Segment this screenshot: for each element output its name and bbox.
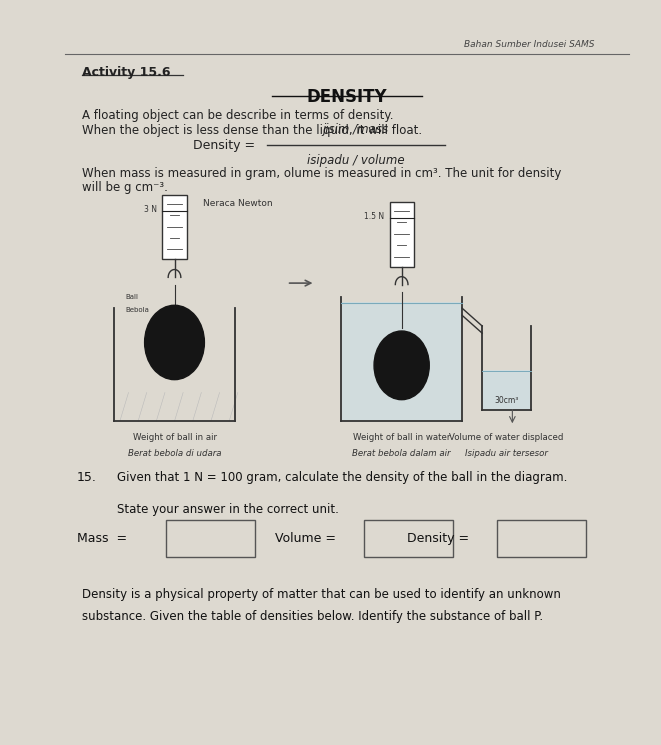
Text: 1.5 N: 1.5 N [364, 212, 384, 221]
Text: 30cm³: 30cm³ [494, 396, 519, 405]
Text: Ball: Ball [126, 294, 139, 299]
Text: will be g cm⁻³.: will be g cm⁻³. [83, 181, 169, 194]
Text: Volume =: Volume = [275, 532, 336, 545]
Text: jisim /mass: jisim /mass [323, 124, 389, 136]
Text: Bebola: Bebola [126, 307, 149, 313]
Text: Density is a physical property of matter that can be used to identify an unknown: Density is a physical property of matter… [83, 589, 561, 601]
Text: Volume of water displaced: Volume of water displaced [449, 434, 564, 443]
Text: Activity 15.6: Activity 15.6 [83, 66, 171, 80]
Text: When the object is less dense than the liquid, it will float.: When the object is less dense than the l… [83, 124, 422, 137]
Circle shape [145, 305, 204, 380]
Text: Given that 1 N = 100 gram, calculate the density of the ball in the diagram.: Given that 1 N = 100 gram, calculate the… [117, 471, 567, 484]
Circle shape [374, 331, 429, 399]
Text: Weight of ball in air: Weight of ball in air [132, 434, 217, 443]
Bar [389, 203, 414, 267]
Text: Berat bebola di udara: Berat bebola di udara [128, 449, 221, 458]
Text: State your answer in the correct unit.: State your answer in the correct unit. [117, 503, 339, 516]
Bar [342, 302, 461, 419]
Text: substance. Given the table of densities below. Identify the substance of ball P.: substance. Given the table of densities … [83, 610, 543, 623]
Bar [166, 520, 255, 557]
Bar [364, 520, 453, 557]
Text: When mass is measured in gram, olume is measured in cm³. The unit for density: When mass is measured in gram, olume is … [83, 167, 562, 180]
Bar [496, 520, 586, 557]
Text: Density =: Density = [407, 532, 469, 545]
Bar [163, 195, 186, 259]
Text: Density =: Density = [193, 139, 255, 151]
Text: Mass  =: Mass = [77, 532, 127, 545]
Text: 3 N: 3 N [143, 205, 157, 214]
Text: Weight of ball in water: Weight of ball in water [353, 434, 450, 443]
Text: A floating object can be describe in terms of density.: A floating object can be describe in ter… [83, 110, 394, 122]
Text: DENSITY: DENSITY [307, 88, 387, 106]
Text: Neraca Newton: Neraca Newton [204, 199, 273, 208]
Text: Bahan Sumber Indusei SAMS: Bahan Sumber Indusei SAMS [464, 40, 594, 49]
Text: Berat bebola dalam air: Berat bebola dalam air [352, 449, 451, 458]
Text: isipadu / volume: isipadu / volume [307, 153, 405, 167]
Bar [483, 370, 530, 409]
Text: 15.: 15. [77, 471, 97, 484]
Text: Isipadu air tersesor: Isipadu air tersesor [465, 449, 548, 458]
